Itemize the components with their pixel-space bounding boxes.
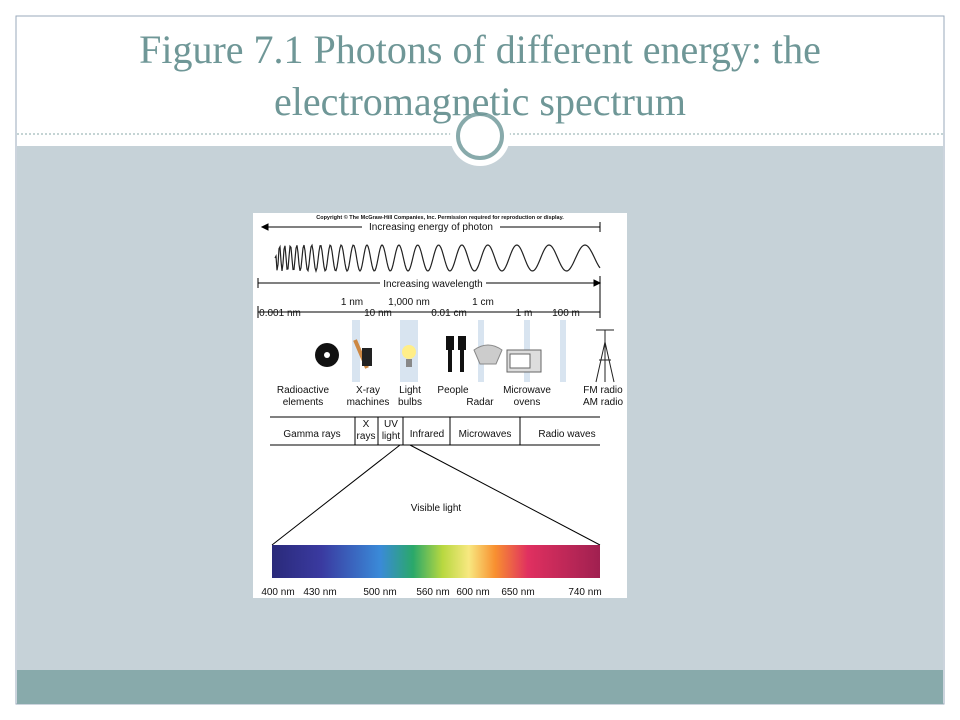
title: Figure 7.1 Photons of different energy: … (139, 27, 821, 124)
source-label: X-ray (356, 385, 380, 396)
wave (274, 243, 601, 273)
divider-ring (456, 112, 504, 160)
visible-scale-label: 600 nm (456, 587, 489, 598)
visible-label: Visible light (411, 503, 462, 514)
band-label: light (382, 431, 401, 442)
title-line: Figure 7.1 Photons of different energy: … (139, 27, 821, 72)
scale-label: 100 m (552, 308, 580, 319)
figure (253, 213, 627, 598)
source-label: FM radio (583, 385, 623, 396)
copyright: Copyright © The McGraw-Hill Companies, I… (316, 214, 564, 221)
energy-arrow-label: Increasing energy of photon (369, 222, 493, 233)
scale-label: 1 nm (341, 297, 363, 308)
source-label: Radioactive (277, 385, 330, 396)
source-label: Radar (466, 397, 494, 408)
source-label: AM radio (583, 397, 623, 408)
footer-band (17, 670, 943, 704)
band-label: Microwaves (459, 429, 512, 440)
visible-spectrum (272, 545, 600, 578)
title-line: electromagnetic spectrum (274, 79, 686, 124)
source-label: Microwave (503, 385, 551, 396)
scale-label: 0.01 cm (431, 308, 467, 319)
icons (315, 329, 615, 383)
visible-scale-label: 500 nm (363, 587, 396, 598)
arrows (257, 222, 602, 546)
band-label: rays (357, 431, 376, 442)
band-label: Radio waves (538, 429, 595, 440)
scale-label: 0.001 nm (259, 308, 301, 319)
visible-scale-label: 650 nm (501, 587, 534, 598)
source-label: bulbs (398, 397, 422, 408)
band-label: UV (384, 419, 398, 430)
visible-scale-label: 430 nm (303, 587, 336, 598)
wavelength-arrow-label: Increasing wavelength (383, 279, 483, 290)
visible-scale-label: 740 nm (568, 587, 601, 598)
band-label: Gamma rays (283, 429, 340, 440)
band-dividers (354, 417, 521, 445)
source-label: Light (399, 385, 421, 396)
visible-scale-label: 400 nm (261, 587, 294, 598)
figure-content: Copyright © The McGraw-Hill Companies, I… (257, 214, 623, 598)
scale-label: 1 cm (472, 297, 494, 308)
source-label: elements (283, 397, 324, 408)
source-label: People (437, 385, 469, 396)
scale-label: 1,000 nm (388, 297, 430, 308)
source-label: machines (347, 397, 390, 408)
band-label: X (363, 419, 370, 430)
scale-label: 1 m (516, 308, 533, 319)
band-label: Infrared (410, 429, 444, 440)
visible-scale-label: 560 nm (416, 587, 449, 598)
source-label: ovens (514, 397, 541, 408)
scale-label: 10 nm (364, 308, 392, 319)
